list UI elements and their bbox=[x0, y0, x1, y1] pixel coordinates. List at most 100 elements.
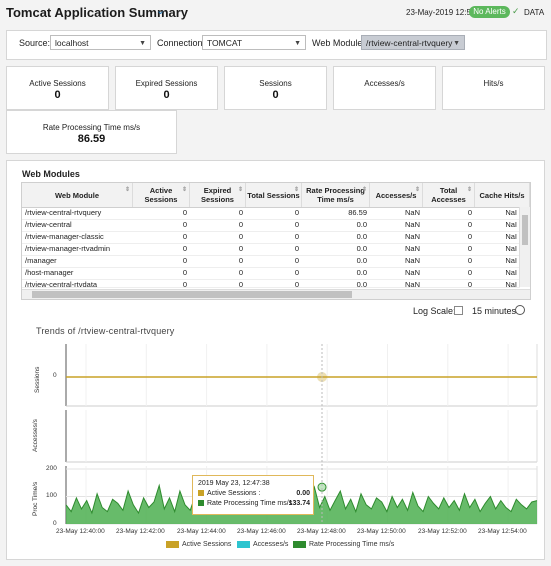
col-header-rate-processing-time[interactable]: Rate Processing Time ms/s ⇕ bbox=[302, 183, 370, 207]
cell-cache-hits: NaI bbox=[505, 232, 517, 241]
sort-icon: ⇕ bbox=[181, 187, 187, 193]
data-status-label: DATA bbox=[524, 8, 545, 17]
table-row[interactable]: /manager 0 0 0 0.0 NaN 0 NaI bbox=[22, 255, 520, 268]
cell-rate-processing-time: 0.0 bbox=[356, 232, 367, 241]
cell-active-sessions: 0 bbox=[182, 268, 187, 277]
trends-title: Trends of /rtview-central-rtvquery bbox=[36, 326, 175, 336]
connection-select-value: TOMCAT bbox=[207, 38, 243, 48]
tooltip-active-row: Active Sessions : 0.00 bbox=[198, 490, 310, 497]
connection-select[interactable]: TOMCAT ▼ bbox=[202, 35, 306, 50]
kpi-hits: Hits/s bbox=[442, 66, 545, 110]
col-header-label: Web Module bbox=[54, 190, 100, 200]
kpi-value: 86.59 bbox=[77, 133, 106, 145]
cell-total-sessions: 0 bbox=[294, 244, 299, 253]
col-header-total-accesses[interactable]: Total Accesses ⇕ bbox=[423, 183, 475, 207]
tooltip-rate-label: Rate Processing Time ms/s : bbox=[207, 500, 297, 507]
y-tick: 100 bbox=[46, 492, 57, 499]
active-swatch bbox=[198, 490, 204, 496]
col-header-accesses[interactable]: Accesses/s ⇕ bbox=[370, 183, 423, 207]
col-header-active-sessions[interactable]: Active Sessions ⇕ bbox=[133, 183, 190, 207]
kpi-rate-processing-time: Rate Processing Time ms/s 86.59 bbox=[6, 110, 177, 154]
cell-expired-sessions: 0 bbox=[238, 244, 243, 253]
log-scale-checkbox[interactable] bbox=[454, 306, 463, 315]
scrollbar-thumb[interactable] bbox=[32, 291, 352, 298]
x-tick: 23-May 12:54:00 bbox=[478, 528, 527, 535]
x-tick: 23-May 12:40:00 bbox=[56, 528, 105, 535]
cell-total-sessions: 0 bbox=[294, 280, 299, 288]
legend-swatch-active-sessions bbox=[166, 541, 179, 548]
cell-expired-sessions: 0 bbox=[238, 220, 243, 229]
cell-web-module: /host-manager bbox=[25, 268, 74, 277]
clock-icon[interactable] bbox=[515, 305, 525, 315]
webmodule-select-value: /rtview-central-rtvquery bbox=[366, 38, 453, 48]
connection-chevron-down-icon: ▼ bbox=[294, 40, 301, 47]
cell-expired-sessions: 0 bbox=[238, 208, 243, 217]
cell-active-sessions: 0 bbox=[182, 256, 187, 265]
col-header-web-module[interactable]: Web Module ⇕ bbox=[22, 183, 133, 207]
cell-expired-sessions: 0 bbox=[238, 280, 243, 288]
kpi-value: 0 bbox=[272, 89, 279, 101]
col-header-total-sessions[interactable]: Total Sessions ⇕ bbox=[246, 183, 302, 207]
table-row[interactable]: /rtview-central-rtvdata 0 0 0 0.0 NaN 0 … bbox=[22, 279, 520, 288]
table-row[interactable]: /rtview-central-rtvquery 0 0 0 86.59 NaN… bbox=[22, 207, 520, 220]
col-header-expired-sessions[interactable]: Expired Sessions ⇕ bbox=[190, 183, 246, 207]
table-row[interactable]: /rtview-manager-rtvadmin 0 0 0 0.0 NaN 0… bbox=[22, 243, 520, 256]
kpi-label: Accesses/s bbox=[364, 79, 405, 88]
kpi-label: Expired Sessions bbox=[135, 79, 198, 88]
legend-active-sessions[interactable]: Active Sessions bbox=[182, 541, 232, 548]
table-horizontal-scrollbar[interactable] bbox=[22, 289, 530, 299]
source-select-value: localhost bbox=[55, 38, 89, 48]
cell-cache-hits: NaI bbox=[505, 208, 517, 217]
scrollbar-thumb[interactable] bbox=[522, 215, 528, 245]
tooltip-active-label: Active Sessions : bbox=[207, 490, 261, 497]
x-tick: 23-May 12:48:00 bbox=[297, 528, 346, 535]
cell-accesses: NaN bbox=[404, 256, 420, 265]
table-vertical-scrollbar[interactable] bbox=[519, 207, 530, 287]
sort-icon: ⇕ bbox=[293, 187, 299, 193]
cell-expired-sessions: 0 bbox=[238, 256, 243, 265]
tooltip-time: 2019 May 23, 12:47:38 bbox=[198, 480, 270, 487]
cell-cache-hits: NaI bbox=[505, 220, 517, 229]
title-chevron-down-icon[interactable]: ⌄ bbox=[156, 5, 166, 17]
legend-accesses[interactable]: Accesses/s bbox=[253, 541, 289, 548]
cell-accesses: NaN bbox=[404, 208, 420, 217]
cell-cache-hits: NaI bbox=[505, 244, 517, 253]
webmodule-select[interactable]: /rtview-central-rtvquery ▼ bbox=[361, 35, 465, 50]
cell-total-accesses: 0 bbox=[467, 256, 472, 265]
sessions-tick: 0 bbox=[53, 372, 57, 379]
legend-rate-processing[interactable]: Rate Processing Time ms/s bbox=[309, 541, 395, 548]
cell-accesses: NaN bbox=[404, 244, 420, 253]
cell-rate-processing-time: 0.0 bbox=[356, 244, 367, 253]
cell-web-module: /rtview-manager-rtvadmin bbox=[25, 244, 111, 253]
cell-total-accesses: 0 bbox=[467, 220, 472, 229]
time-range-label[interactable]: 15 minutes bbox=[472, 306, 517, 316]
cell-active-sessions: 0 bbox=[182, 280, 187, 288]
kpi-label: Hits/s bbox=[483, 79, 504, 88]
legend-swatch-accesses bbox=[237, 541, 250, 548]
web-modules-title: Web Modules bbox=[22, 169, 80, 179]
kpi-expired-sessions: Expired Sessions 0 bbox=[115, 66, 218, 110]
cell-active-sessions: 0 bbox=[182, 244, 187, 253]
current-date: 23-May-2019 12:54 bbox=[406, 8, 476, 17]
table-row[interactable]: /rtview-central 0 0 0 0.0 NaN 0 NaI bbox=[22, 219, 520, 232]
cell-total-sessions: 0 bbox=[294, 256, 299, 265]
col-header-cache-hits[interactable]: Cache Hits/s bbox=[475, 183, 530, 207]
check-icon: ✓ bbox=[512, 6, 520, 16]
webmodule-label: Web Module: bbox=[312, 38, 365, 48]
alerts-badge[interactable]: No Alerts bbox=[469, 6, 510, 18]
table-row[interactable]: /rtview-manager-classic 0 0 0 0.0 NaN 0 … bbox=[22, 231, 520, 244]
cell-web-module: /rtview-manager-classic bbox=[25, 232, 104, 241]
sort-icon: ⇕ bbox=[414, 187, 420, 193]
cell-web-module: /rtview-central bbox=[25, 220, 72, 229]
source-label: Source: bbox=[19, 38, 51, 48]
connection-label: Connection: bbox=[157, 38, 206, 48]
sort-icon: ⇕ bbox=[361, 187, 367, 193]
y-tick: 200 bbox=[46, 465, 57, 472]
col-header-label: Total Accesses bbox=[431, 186, 466, 204]
sort-icon: ⇕ bbox=[124, 187, 130, 193]
source-select[interactable]: localhost ▼ bbox=[50, 35, 151, 50]
kpi-active-sessions: Active Sessions 0 bbox=[6, 66, 109, 110]
table-row[interactable]: /host-manager 0 0 0 0.0 NaN 0 NaI bbox=[22, 267, 520, 280]
cell-total-accesses: 0 bbox=[467, 208, 472, 217]
